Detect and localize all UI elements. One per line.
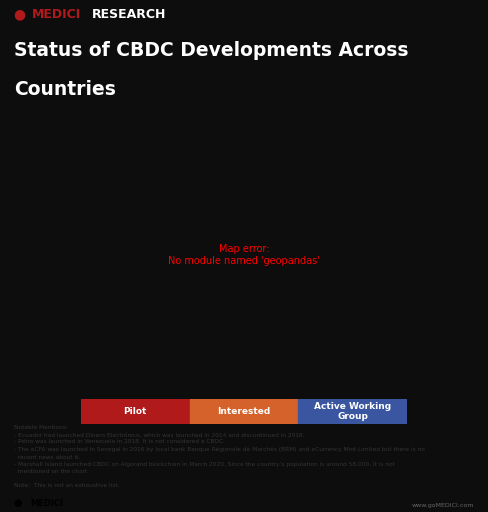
Text: Notable Mentions:
- Ecuador had launched Dinero Electrónico, which was launched : Notable Mentions: - Ecuador had launched… <box>14 425 425 488</box>
Text: Map error:
No module named 'geopandas': Map error: No module named 'geopandas' <box>168 244 320 266</box>
Text: www.goMEDICI.com: www.goMEDICI.com <box>412 502 474 507</box>
Text: Status of CBDC Developments Across: Status of CBDC Developments Across <box>14 41 408 60</box>
Bar <box>189 399 299 424</box>
Text: Countries: Countries <box>14 80 116 99</box>
Text: ●: ● <box>14 8 26 22</box>
Text: MEDICI: MEDICI <box>32 8 81 20</box>
Bar <box>299 399 407 424</box>
Bar <box>81 399 189 424</box>
Text: Pilot: Pilot <box>123 407 147 416</box>
Text: Active Working
Group: Active Working Group <box>314 402 391 421</box>
Text: ●: ● <box>14 498 22 507</box>
Text: MEDICI: MEDICI <box>31 499 64 507</box>
Text: Interested: Interested <box>217 407 271 416</box>
Text: RESEARCH: RESEARCH <box>92 8 166 20</box>
